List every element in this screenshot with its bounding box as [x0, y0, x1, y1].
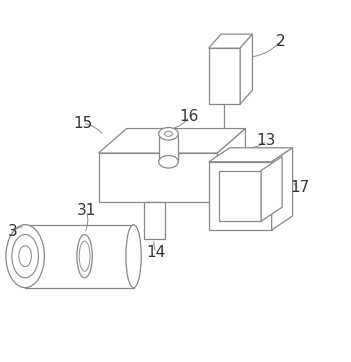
Polygon shape [218, 129, 245, 202]
Polygon shape [209, 34, 252, 48]
Polygon shape [240, 34, 252, 104]
Polygon shape [272, 148, 293, 230]
Text: 2: 2 [276, 34, 285, 49]
Text: 3: 3 [8, 224, 18, 239]
Ellipse shape [126, 225, 141, 288]
Text: 31: 31 [77, 203, 96, 218]
Ellipse shape [79, 241, 90, 272]
Text: 14: 14 [147, 245, 166, 260]
Text: 15: 15 [73, 116, 92, 131]
Polygon shape [25, 225, 133, 288]
Ellipse shape [159, 155, 178, 168]
Ellipse shape [77, 235, 92, 278]
Polygon shape [209, 148, 293, 162]
Polygon shape [159, 134, 178, 162]
Polygon shape [144, 202, 165, 239]
Text: 13: 13 [257, 133, 276, 148]
Polygon shape [99, 129, 245, 153]
Ellipse shape [159, 127, 178, 140]
Polygon shape [261, 156, 282, 221]
Text: 16: 16 [180, 109, 199, 124]
Polygon shape [209, 48, 240, 104]
Polygon shape [209, 162, 272, 230]
Ellipse shape [6, 225, 44, 288]
Ellipse shape [19, 246, 32, 267]
Text: 17: 17 [290, 181, 309, 195]
Polygon shape [219, 171, 261, 221]
Ellipse shape [165, 131, 172, 136]
Ellipse shape [12, 235, 39, 278]
Polygon shape [99, 153, 218, 202]
